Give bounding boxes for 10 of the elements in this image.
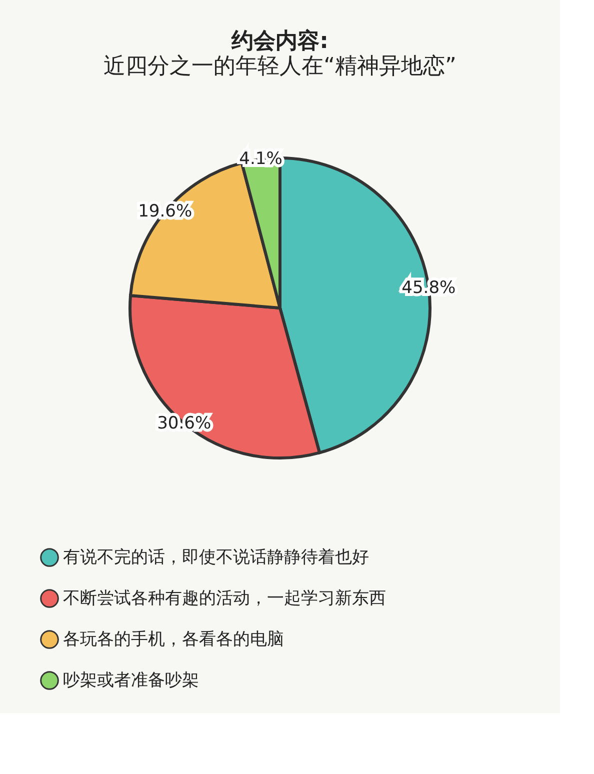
data-label: 30.6% [157, 413, 212, 434]
data-label: 19.6% [138, 202, 192, 222]
chart-subtitle: 近四分之一的年轻人在“精神异地恋” [104, 54, 456, 79]
legend-label: 各玩各的手机，各看各的电脑 [63, 630, 284, 650]
data-label: 45.8% [402, 278, 456, 298]
legend-label: 不断尝试各种有趣的活动，一起学习新东西 [63, 588, 386, 608]
chart-title: 约会内容: [230, 28, 328, 54]
legend-label: 吵架或者准备吵架 [63, 670, 199, 690]
data-label: 4.1% [239, 149, 282, 170]
legend-label: 有说不完的话，即使不说话静静待着也好 [63, 548, 369, 568]
